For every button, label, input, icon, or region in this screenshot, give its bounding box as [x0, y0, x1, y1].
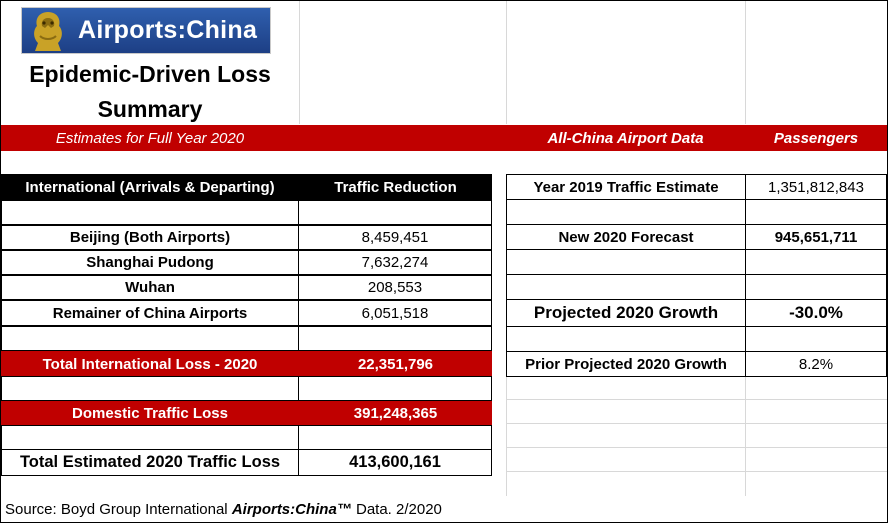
- traffic-2019-value: 1,351,812,843: [745, 174, 887, 200]
- grand-total-value: 413,600,161: [298, 449, 492, 476]
- empty-cell: [298, 376, 492, 401]
- empty-cell: [745, 249, 887, 275]
- empty-cell: [1, 326, 299, 351]
- domestic-loss-value: 391,248,365: [299, 401, 492, 426]
- growth-2020-value: -30.0%: [745, 299, 887, 327]
- row-label-shanghai: Shanghai Pudong: [1, 250, 299, 275]
- empty-cell: [1, 376, 299, 401]
- source-prefix: Source: Boyd Group International: [5, 501, 232, 518]
- airports-china-logo: Airports:China: [21, 7, 271, 54]
- traffic-2019-label: Year 2019 Traffic Estimate: [506, 174, 746, 200]
- forecast-2020-value: 945,651,711: [745, 224, 887, 250]
- logo-text: Airports:China: [78, 16, 258, 44]
- banner-spacer: [299, 125, 506, 151]
- gridline: [299, 1, 300, 124]
- total-international-value: 22,351,796: [299, 351, 492, 377]
- source-brand: Airports:China™: [231, 501, 352, 518]
- source-note: Source: Boyd Group International Airport…: [5, 501, 442, 518]
- row-value-remainder: 6,051,518: [298, 300, 492, 326]
- airport-data-banner: All-China Airport Data: [506, 125, 745, 151]
- gridline: [506, 399, 887, 400]
- estimates-banner: Estimates for Full Year 2020: [1, 125, 299, 151]
- empty-cell: [298, 425, 492, 450]
- gridline: [506, 447, 887, 448]
- empty-cell: [298, 326, 492, 351]
- grand-total-label: Total Estimated 2020 Traffic Loss: [1, 449, 299, 476]
- gridline: [506, 376, 507, 496]
- empty-cell: [506, 326, 746, 352]
- page-subtitle: Summary: [97, 96, 203, 122]
- empty-cell: [506, 249, 746, 275]
- total-international-label: Total International Loss - 2020: [1, 351, 299, 377]
- domestic-loss-label: Domestic Traffic Loss: [1, 401, 299, 426]
- empty-cell: [745, 199, 887, 225]
- gridline: [506, 423, 887, 424]
- empty-cell: [298, 200, 492, 225]
- empty-cell: [506, 274, 746, 300]
- row-value-wuhan: 208,553: [298, 275, 492, 300]
- empty-cell: [745, 326, 887, 352]
- traffic-reduction-header: Traffic Reduction: [299, 174, 492, 200]
- growth-2020-label: Projected 2020 Growth: [506, 299, 746, 327]
- prior-growth-label: Prior Projected 2020 Growth: [506, 351, 746, 377]
- row-value-beijing: 8,459,451: [298, 225, 492, 250]
- empty-cell: [1, 425, 299, 450]
- empty-cell: [506, 199, 746, 225]
- page-title: Epidemic-Driven Loss: [29, 61, 271, 87]
- empty-cell: [745, 274, 887, 300]
- row-value-shanghai: 7,632,274: [298, 250, 492, 275]
- empty-cell: [1, 200, 299, 225]
- row-label-wuhan: Wuhan: [1, 275, 299, 300]
- gridline: [745, 1, 746, 124]
- dragon-emblem-icon: [34, 12, 62, 51]
- row-label-remainder: Remainer of China Airports: [1, 300, 299, 326]
- source-suffix: Data. 2/2020: [351, 501, 442, 518]
- prior-growth-value: 8.2%: [745, 351, 887, 377]
- gridline: [506, 471, 887, 472]
- forecast-2020-label: New 2020 Forecast: [506, 224, 746, 250]
- gridline: [745, 376, 746, 496]
- passengers-banner: Passengers: [745, 125, 887, 151]
- gridline: [506, 1, 507, 124]
- international-header: International (Arrivals & Departing): [1, 174, 299, 200]
- row-label-beijing: Beijing (Both Airports): [1, 225, 299, 250]
